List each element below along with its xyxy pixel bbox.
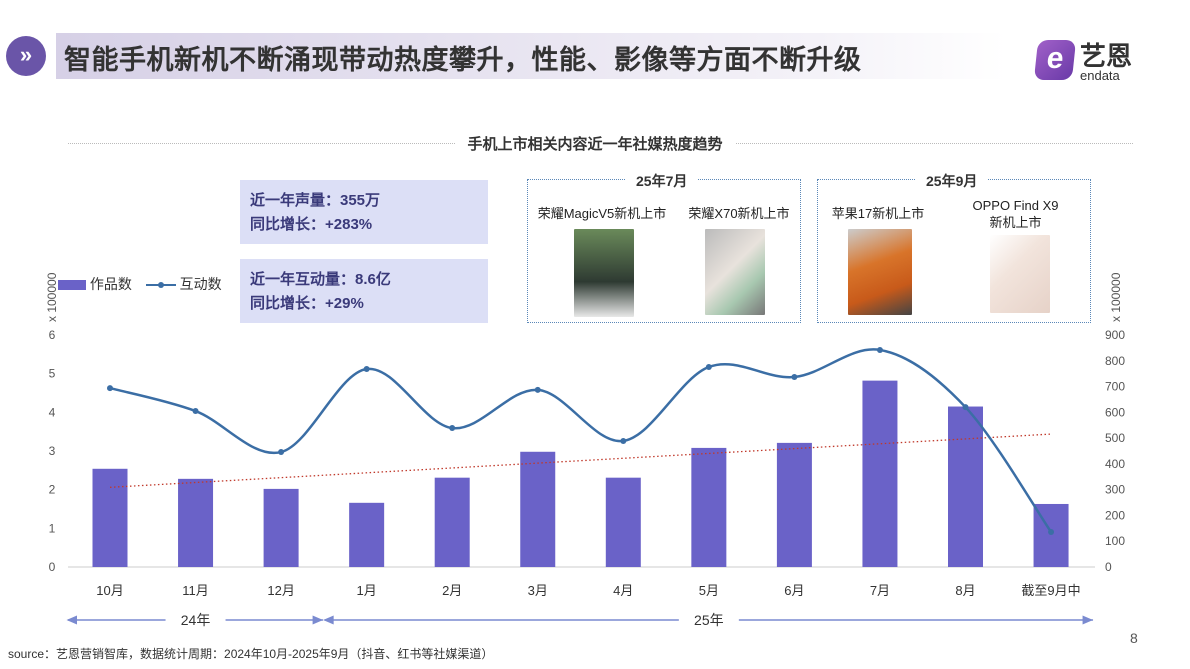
event-box-sep: 25年9月 苹果17新机上市 OPPO Find X9 新机上市	[817, 171, 1091, 323]
legend-label: 作品数	[89, 276, 132, 292]
legend: 作品数 互动数	[58, 274, 222, 294]
event-item: 苹果17新机上市	[831, 206, 925, 221]
year-label: 24年	[181, 612, 211, 628]
legend-bar-swatch	[58, 280, 86, 291]
right-tick-label: 300	[1105, 483, 1125, 497]
bar	[948, 406, 983, 567]
x-tick-label: 截至9月中	[1021, 583, 1080, 598]
right-tick-label: 600	[1105, 405, 1125, 419]
x-tick-label: 5月	[699, 583, 719, 598]
legend-line-swatch	[145, 282, 176, 289]
year-label: 25年	[694, 612, 724, 628]
bar	[434, 477, 470, 567]
line-point	[620, 437, 627, 444]
left-tick-label: 0	[49, 560, 56, 574]
stat-volume: 近一年声量：355万	[250, 192, 381, 209]
logo-cn: 艺恩	[1080, 41, 1133, 71]
phone-photo	[574, 229, 634, 317]
interaction-line	[109, 348, 1053, 533]
right-tick-label: 700	[1105, 380, 1125, 394]
event-period: 25年7月	[626, 171, 698, 191]
x-tick-label: 10月	[96, 583, 123, 598]
x-tick-label: 3月	[528, 583, 548, 598]
left-tick-label: 5	[49, 367, 56, 381]
logo-en: endata	[1080, 68, 1120, 83]
stat-interaction-growth: 同比增长：+29%	[250, 295, 364, 312]
stat-volume-growth: 同比增长：+283%	[250, 216, 373, 233]
phone-photo	[848, 229, 912, 315]
stat-box-volume: 近一年声量：355万 同比增长：+283%	[240, 180, 488, 244]
bar	[520, 451, 556, 567]
x-tick-label: 7月	[870, 583, 890, 598]
left-tick-label: 2	[49, 483, 56, 497]
chart-title-text: 手机上市相关内容近一年社媒热度趋势	[455, 136, 735, 153]
line-point	[962, 404, 969, 411]
x-tick-label: 11月	[182, 583, 209, 598]
left-tick-label: 3	[49, 444, 56, 458]
chart-title: 手机上市相关内容近一年社媒热度趋势	[0, 133, 1190, 154]
bar	[178, 478, 214, 567]
line-point	[363, 366, 370, 373]
line-point	[278, 449, 285, 456]
line-point	[534, 386, 541, 393]
line-point	[449, 425, 456, 432]
x-tick-label: 1月	[357, 583, 377, 598]
x-tick-label: 6月	[784, 583, 804, 598]
x-tick-label: 8月	[955, 583, 975, 598]
line-point	[705, 363, 712, 370]
event-box-jul: 25年7月 荣耀MagicV5新机上市 荣耀X70新机上市	[527, 171, 801, 323]
event-item: OPPO Find X9 新机上市	[972, 198, 1059, 230]
header-banner	[56, 33, 1006, 79]
bar	[92, 468, 128, 567]
phone-photo	[705, 229, 765, 315]
event-period: 25年9月	[916, 171, 988, 191]
stat-box-interaction: 近一年互动量：8.6亿 同比增长：+29%	[240, 259, 488, 323]
right-tick-label: 400	[1105, 457, 1125, 471]
left-axis-unit: x 100000	[45, 272, 59, 322]
line-point	[192, 408, 199, 415]
legend-label: 互动数	[179, 276, 222, 292]
left-tick-label: 6	[49, 328, 56, 342]
left-tick-label: 1	[49, 521, 56, 535]
double-chevron-right-icon: »	[6, 36, 46, 76]
line-point	[876, 346, 883, 353]
phone-photo	[990, 235, 1050, 313]
page-number: 8	[1130, 630, 1138, 646]
bar	[349, 502, 385, 567]
bar	[776, 442, 812, 567]
right-tick-label: 200	[1105, 508, 1125, 522]
x-tick-label: 2月	[442, 583, 462, 598]
x-tick-label: 4月	[613, 583, 633, 598]
line-point	[1048, 528, 1055, 535]
right-tick-label: 900	[1105, 328, 1125, 342]
bar	[691, 447, 727, 567]
right-axis-unit: x 100000	[1109, 272, 1123, 322]
line-point	[107, 385, 113, 392]
trend-line	[109, 433, 1052, 488]
stat-interaction: 近一年互动量：8.6亿	[250, 271, 391, 288]
right-tick-label: 100	[1105, 534, 1125, 548]
right-tick-label: 0	[1105, 560, 1112, 574]
bar	[263, 488, 299, 567]
page-title: 智能手机新机不断涌现带动热度攀升，性能、影像等方面不断升级	[64, 45, 862, 75]
x-tick-label: 12月	[267, 583, 294, 598]
bar	[605, 477, 641, 567]
source-note: source：艺恩营销智库，数据统计周期：2024年10月-2025年9月（抖音…	[8, 647, 494, 661]
line-point	[791, 374, 798, 381]
right-tick-label: 800	[1105, 354, 1125, 368]
right-tick-label: 500	[1105, 431, 1125, 445]
endata-logo: e 艺恩 endata	[1033, 36, 1156, 86]
bar	[862, 380, 898, 567]
left-tick-label: 4	[49, 405, 56, 419]
event-item: 荣耀X70新机上市	[688, 206, 790, 221]
event-item: 荣耀MagicV5新机上市	[537, 206, 667, 221]
